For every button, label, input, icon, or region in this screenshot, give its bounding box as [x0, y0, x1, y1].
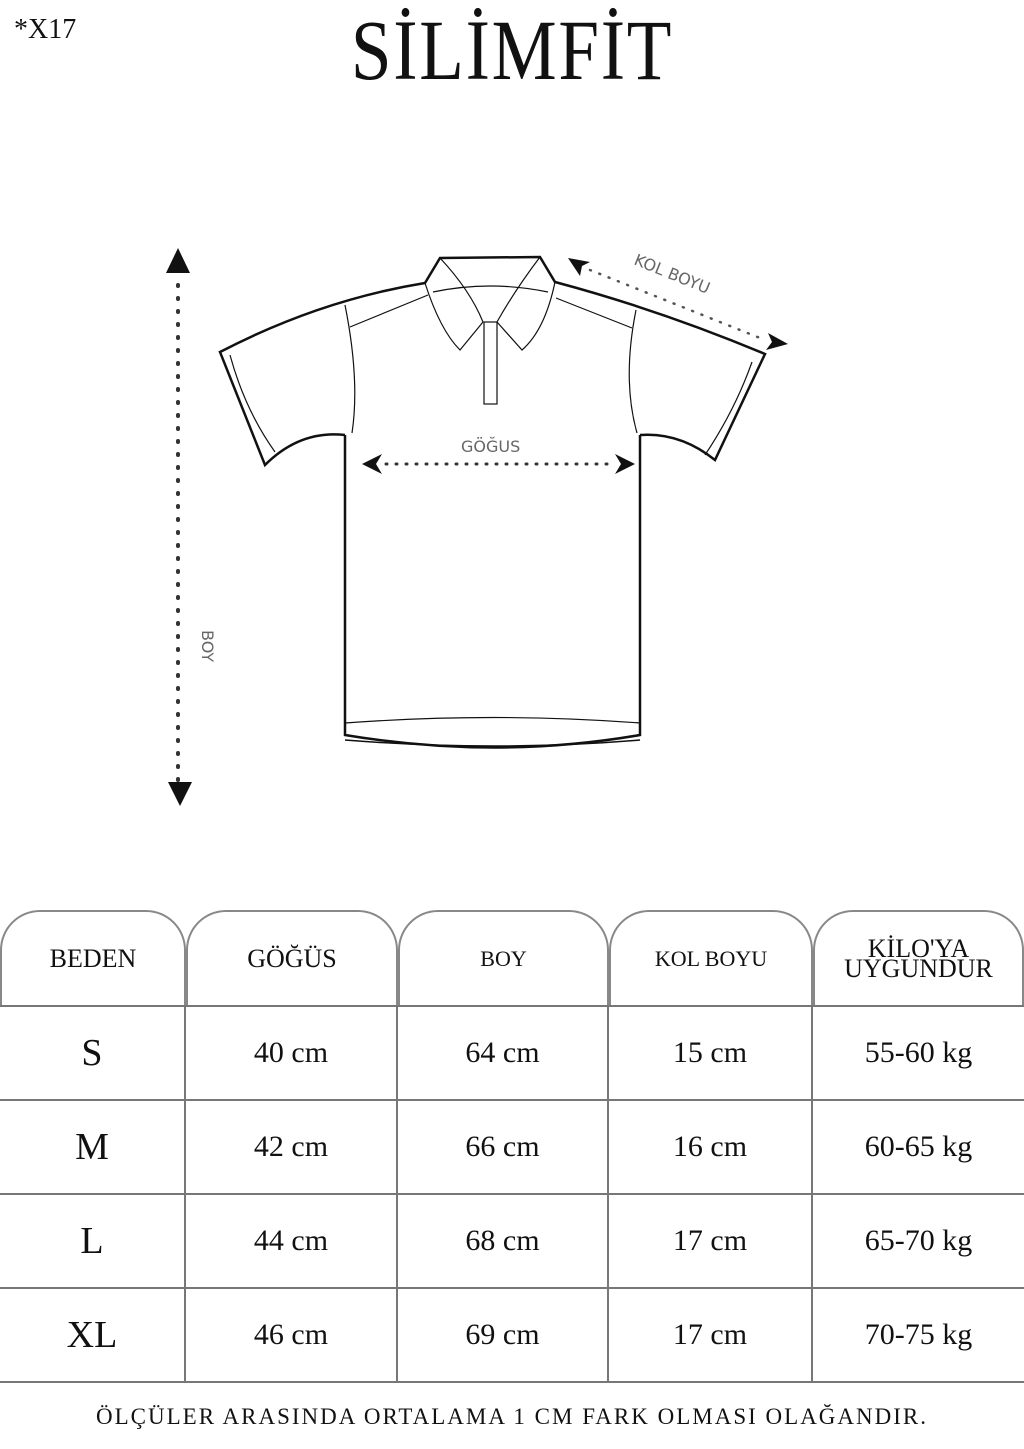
weight-cell: 55-60 kg	[864, 1036, 973, 1069]
length-cell: 69 cm	[398, 1289, 609, 1381]
table-row: M 42 cm 66 cm 16 cm 60-65 kg	[0, 1101, 1024, 1195]
sleeve-arrow	[568, 258, 788, 350]
sleeve-label: KOL BOYU	[632, 250, 713, 298]
length-arrow	[166, 248, 192, 806]
chest-label: GÖĞUS	[461, 437, 520, 456]
chest-cell: 40 cm	[186, 1007, 398, 1099]
header-chest: GÖĞÜS	[186, 910, 398, 1005]
size-table: BEDEN GÖĞÜS BOY KOL BOYU KİLO'YA UYGUNDU…	[0, 910, 1024, 1383]
size-cell: XL	[0, 1289, 186, 1381]
sleeve-cell: 15 cm	[609, 1007, 813, 1099]
table-body: S 40 cm 64 cm 15 cm 55-60 kg M 42 cm 66 cm 16 cm…	[0, 1007, 1024, 1383]
size-cell: L	[0, 1195, 186, 1287]
header-size: BEDEN	[0, 910, 186, 1005]
length-cell: 66 cm	[398, 1101, 609, 1193]
chest-arrow	[362, 454, 635, 474]
length-cell: 64 cm	[398, 1007, 609, 1099]
arrow-down-icon	[168, 782, 192, 806]
table-row: S 40 cm 64 cm 15 cm 55-60 kg	[0, 1007, 1024, 1101]
header-length: BOY	[398, 910, 609, 1005]
chest-cell: 46 cm	[186, 1289, 398, 1381]
header-weight: KİLO'YA UYGUNDUR	[813, 910, 1024, 1005]
header-sleeve: KOL BOYU	[609, 910, 813, 1005]
table-row: XL 46 cm 69 cm 17 cm 70-75 kg	[0, 1289, 1024, 1383]
shirt-measurement-diagram: BOY GÖĞUS KOL BOYU	[166, 248, 788, 806]
sleeve-cell: 17 cm	[609, 1195, 813, 1287]
length-cell: 68 cm	[398, 1195, 609, 1287]
chest-cell: 44 cm	[186, 1195, 398, 1287]
weight-cell: 65-70 kg	[864, 1224, 973, 1257]
length-label: BOY	[198, 630, 217, 662]
sleeve-cell: 17 cm	[609, 1289, 813, 1381]
brand-title: SİLİMFİT	[350, 2, 674, 98]
shirt-outline	[218, 255, 767, 749]
chest-cell: 42 cm	[186, 1101, 398, 1193]
weight-cell: 70-75 kg	[864, 1318, 973, 1351]
sleeve-cell: 16 cm	[609, 1101, 813, 1193]
size-cell: S	[0, 1007, 186, 1099]
weight-cell: 60-65 kg	[864, 1130, 973, 1163]
table-header: BEDEN GÖĞÜS BOY KOL BOYU KİLO'YA UYGUNDU…	[0, 910, 1024, 1007]
footer-note: ÖLÇÜLER ARASINDA ORTALAMA 1 CM FARK OLMA…	[95, 1404, 928, 1429]
arrow-up-icon	[166, 248, 190, 273]
product-code: *X17	[14, 14, 77, 45]
table-row: L 44 cm 68 cm 17 cm 65-70 kg	[0, 1195, 1024, 1289]
size-cell: M	[0, 1101, 186, 1193]
